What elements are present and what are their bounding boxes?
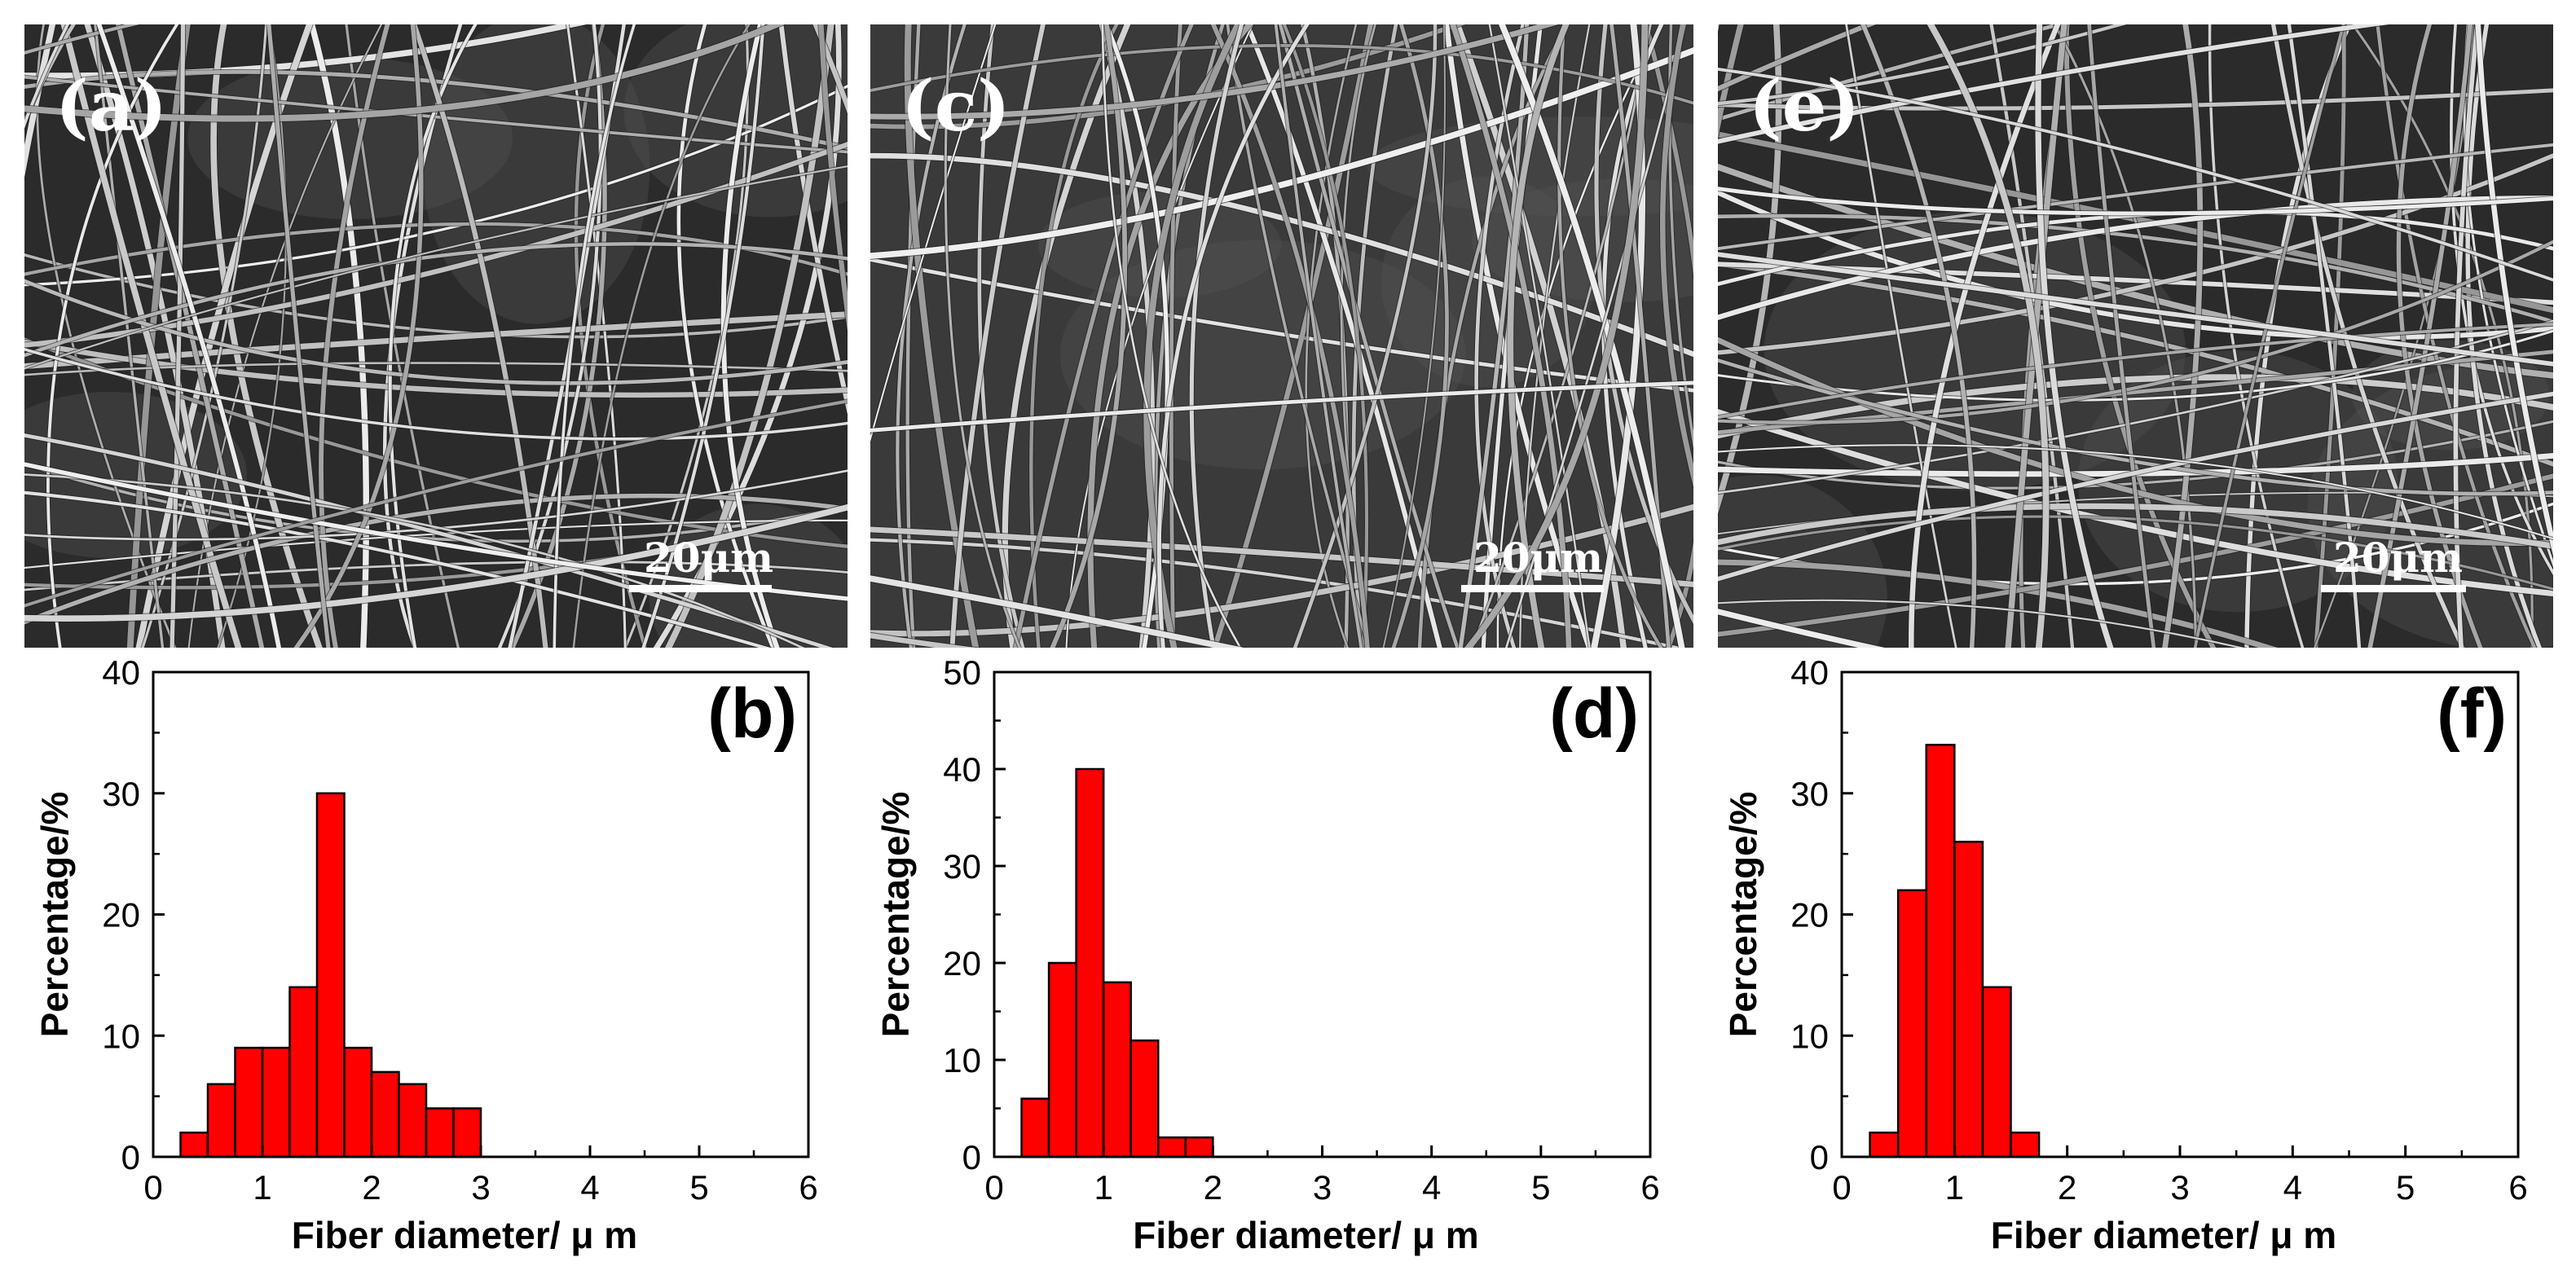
panel-label-e: (e) [1749,65,1860,147]
fiber-texture [24,24,848,648]
histogram-b: 0 1 2 3 4 5 6 0 10 20 30 40 Fiber diameter/ μ m Perce… [0,652,856,1287]
x-tick-label: 6 [799,1168,817,1207]
histogram-bar [1129,1039,1160,1158]
histogram-bar [1869,1132,1900,1158]
x-tick-label: 0 [984,1168,1003,1207]
x-tick-label: 5 [2396,1168,2415,1207]
histogram-bar [206,1083,236,1158]
histogram-bar [261,1046,291,1158]
histogram-b-svg: 0 1 2 3 4 5 6 0 10 20 30 40 Fiber diameter/ μ m Perce… [33,653,818,1256]
x-tick-label: 2 [2058,1168,2076,1207]
y-tick-label: 30 [102,775,140,813]
histogram-f-svg: 0 1 2 3 4 5 6 0 10 20 30 40 Fiber diameter/ μ m Perce… [1722,653,2528,1256]
panel-label: (f) [2437,675,2507,753]
y-tick-label: 50 [943,653,981,692]
x-tick-label: 1 [1945,1168,1964,1207]
x-tick-label: 5 [1531,1168,1550,1207]
x-tick-label: 2 [362,1168,381,1207]
y-tick-label: 0 [121,1138,140,1176]
x-tick-label: 4 [2283,1168,2302,1207]
histogram-bar [1075,767,1105,1158]
x-tick-label: 0 [1832,1168,1851,1207]
histogram-bar [398,1083,428,1158]
scale-bar [629,585,772,592]
histogram-bar [288,986,319,1158]
histogram-bar [343,1046,373,1158]
histogram-d-svg: 0 1 2 3 4 5 6 0 10 20 30 40 50 Fiber diameter/ μ m Per… [874,653,1660,1256]
histogram-bar [1157,1136,1187,1158]
panel-label: (d) [1549,675,1639,753]
histogram-bar [452,1107,482,1158]
y-tick-label: 10 [943,1041,981,1079]
panel-label: (b) [707,675,797,753]
histogram-bar [1896,889,1928,1158]
x-axis-label: Fiber diameter/ μ m [1133,1214,1478,1256]
y-tick-label: 0 [1810,1138,1829,1176]
x-tick-label: 5 [689,1168,708,1207]
x-tick-label: 6 [2508,1168,2527,1207]
histogram-bar [1981,986,2012,1158]
histogram-bar [1047,961,1077,1158]
histogram-bar [234,1046,264,1158]
scale-bar [2321,585,2466,592]
scale-bar-label: 20μm [1473,534,1604,582]
y-tick-label: 20 [943,944,981,982]
histogram-bar [1925,744,1956,1158]
scale-bar-label: 20μm [2333,534,2464,582]
x-tick-label: 3 [471,1168,490,1207]
y-tick-label: 20 [1790,896,1829,934]
histogram-bar [315,792,346,1158]
sem-image-c: (c) 20μm [870,24,1693,648]
x-tick-label: 0 [143,1168,162,1207]
y-tick-label: 10 [1790,1017,1829,1055]
x-tick-label: 3 [2170,1168,2189,1207]
x-axis-label: Fiber diameter/ μ m [1991,1214,2336,1256]
panel-label-a: (a) [55,65,168,147]
y-tick-label: 0 [962,1138,981,1176]
y-tick-label: 20 [102,896,140,934]
x-tick-label: 3 [1313,1168,1332,1207]
y-axis-label: Percentage/% [1722,792,1764,1038]
histogram-bar [1102,981,1132,1158]
histogram-d: 0 1 2 3 4 5 6 0 10 20 30 40 50 Fiber diameter/ μ m Per… [856,652,1711,1287]
histogram-bar [1020,1097,1050,1158]
y-tick-label: 30 [1790,775,1829,813]
y-axis-label: Percentage/% [33,792,76,1038]
x-tick-label: 6 [1640,1168,1659,1207]
y-tick-label: 40 [943,750,981,789]
fiber-texture [1718,24,2553,648]
sem-image-a: (a) 20μm [24,24,848,648]
y-axis-label: Percentage/% [874,792,917,1038]
x-axis-label: Fiber diameter/ μ m [292,1214,637,1256]
y-tick-label: 30 [943,847,981,886]
histogram-bar [370,1070,400,1158]
x-tick-label: 2 [1204,1168,1222,1207]
x-tick-label: 4 [580,1168,599,1207]
fiber-texture [870,24,1693,648]
histogram-bar [1953,841,1984,1158]
histogram-bar [425,1107,455,1158]
x-tick-label: 1 [253,1168,271,1207]
x-tick-label: 4 [1422,1168,1441,1207]
x-tick-label: 1 [1094,1168,1112,1207]
histogram-bar [179,1132,209,1158]
scale-bar [1461,585,1604,592]
y-tick-label: 10 [102,1017,140,1055]
panel-label-c: (c) [901,65,1011,147]
y-tick-label: 40 [102,653,140,692]
sem-image-e: (e) 20μm [1718,24,2553,648]
y-tick-label: 40 [1790,653,1829,692]
histogram-bar [1184,1136,1214,1158]
scale-bar-label: 20μm [644,534,774,582]
histogram-bar [2010,1132,2041,1158]
histogram-f: 0 1 2 3 4 5 6 0 10 20 30 40 Fiber diameter/ μ m Perce… [1703,652,2575,1287]
